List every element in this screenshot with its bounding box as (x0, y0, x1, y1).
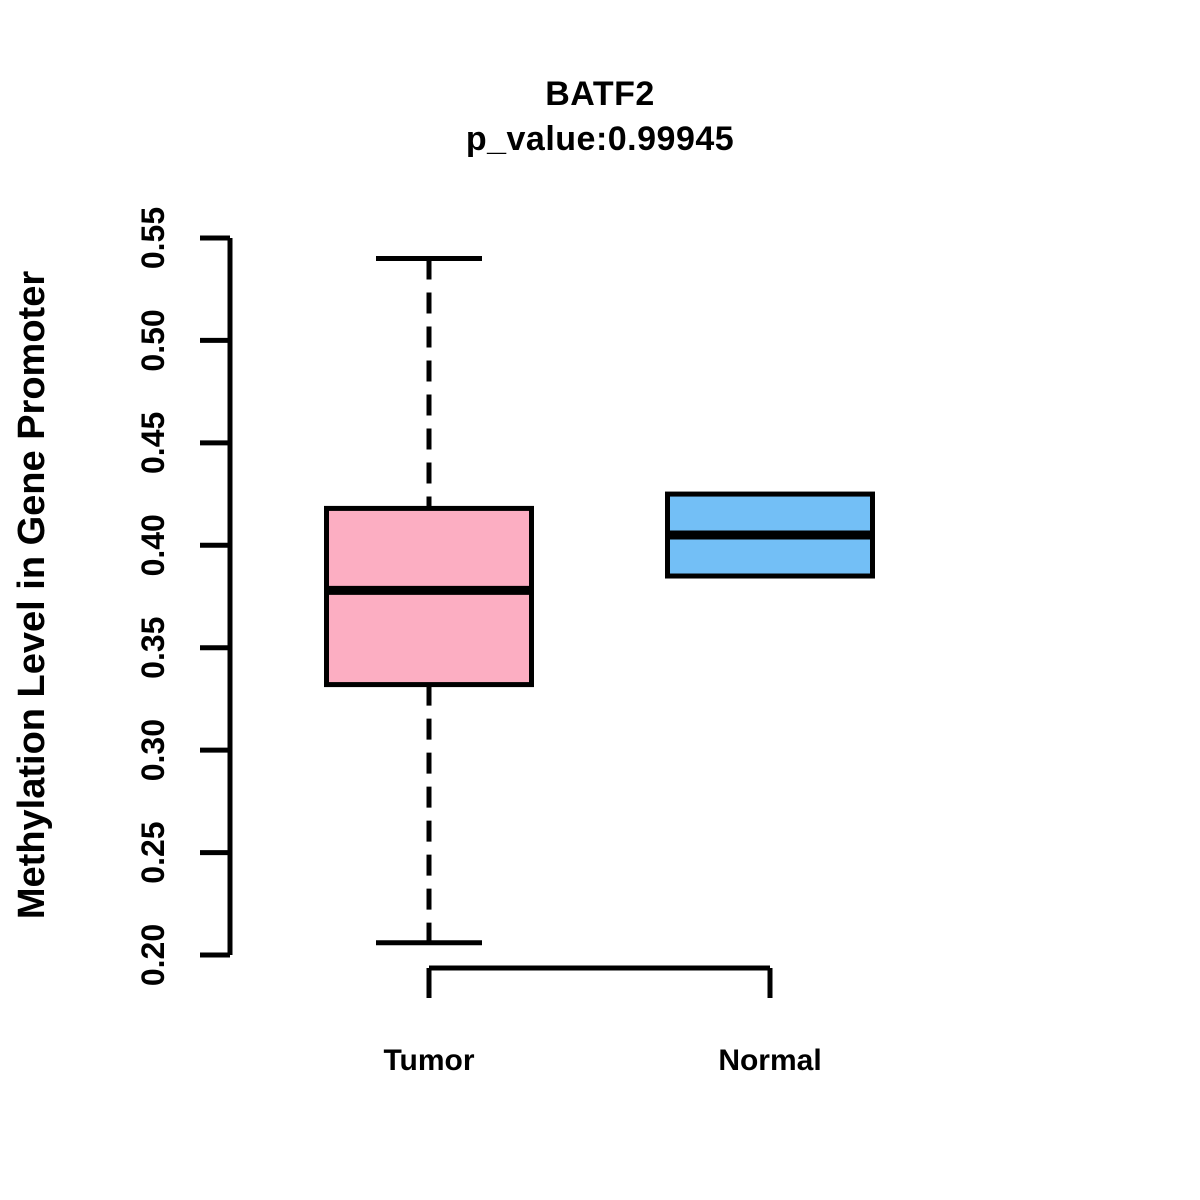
chart-subtitle-pvalue: p_value:0.99945 (465, 120, 735, 158)
chart-title-block: BATF2 p_value:0.99945 (0, 72, 1200, 162)
box-tumor (324, 505, 534, 688)
y-axis-tick-label: 0.50 (135, 309, 171, 371)
x-category-label-normal: Normal (718, 1044, 821, 1077)
y-axis-tick-label: 0.30 (135, 719, 171, 781)
y-axis-tick-label: 0.45 (135, 412, 171, 474)
y-axis-tick-label: 0.40 (135, 514, 171, 576)
x-category-label-tumor: Tumor (383, 1044, 474, 1077)
y-axis-tick-label: 0.25 (135, 821, 171, 883)
y-axis-tick-label: 0.55 (135, 207, 171, 269)
y-axis-tick-label: 0.20 (135, 924, 171, 986)
chart-title: BATF2 (545, 75, 655, 113)
y-axis-tick-label: 0.35 (135, 617, 171, 679)
